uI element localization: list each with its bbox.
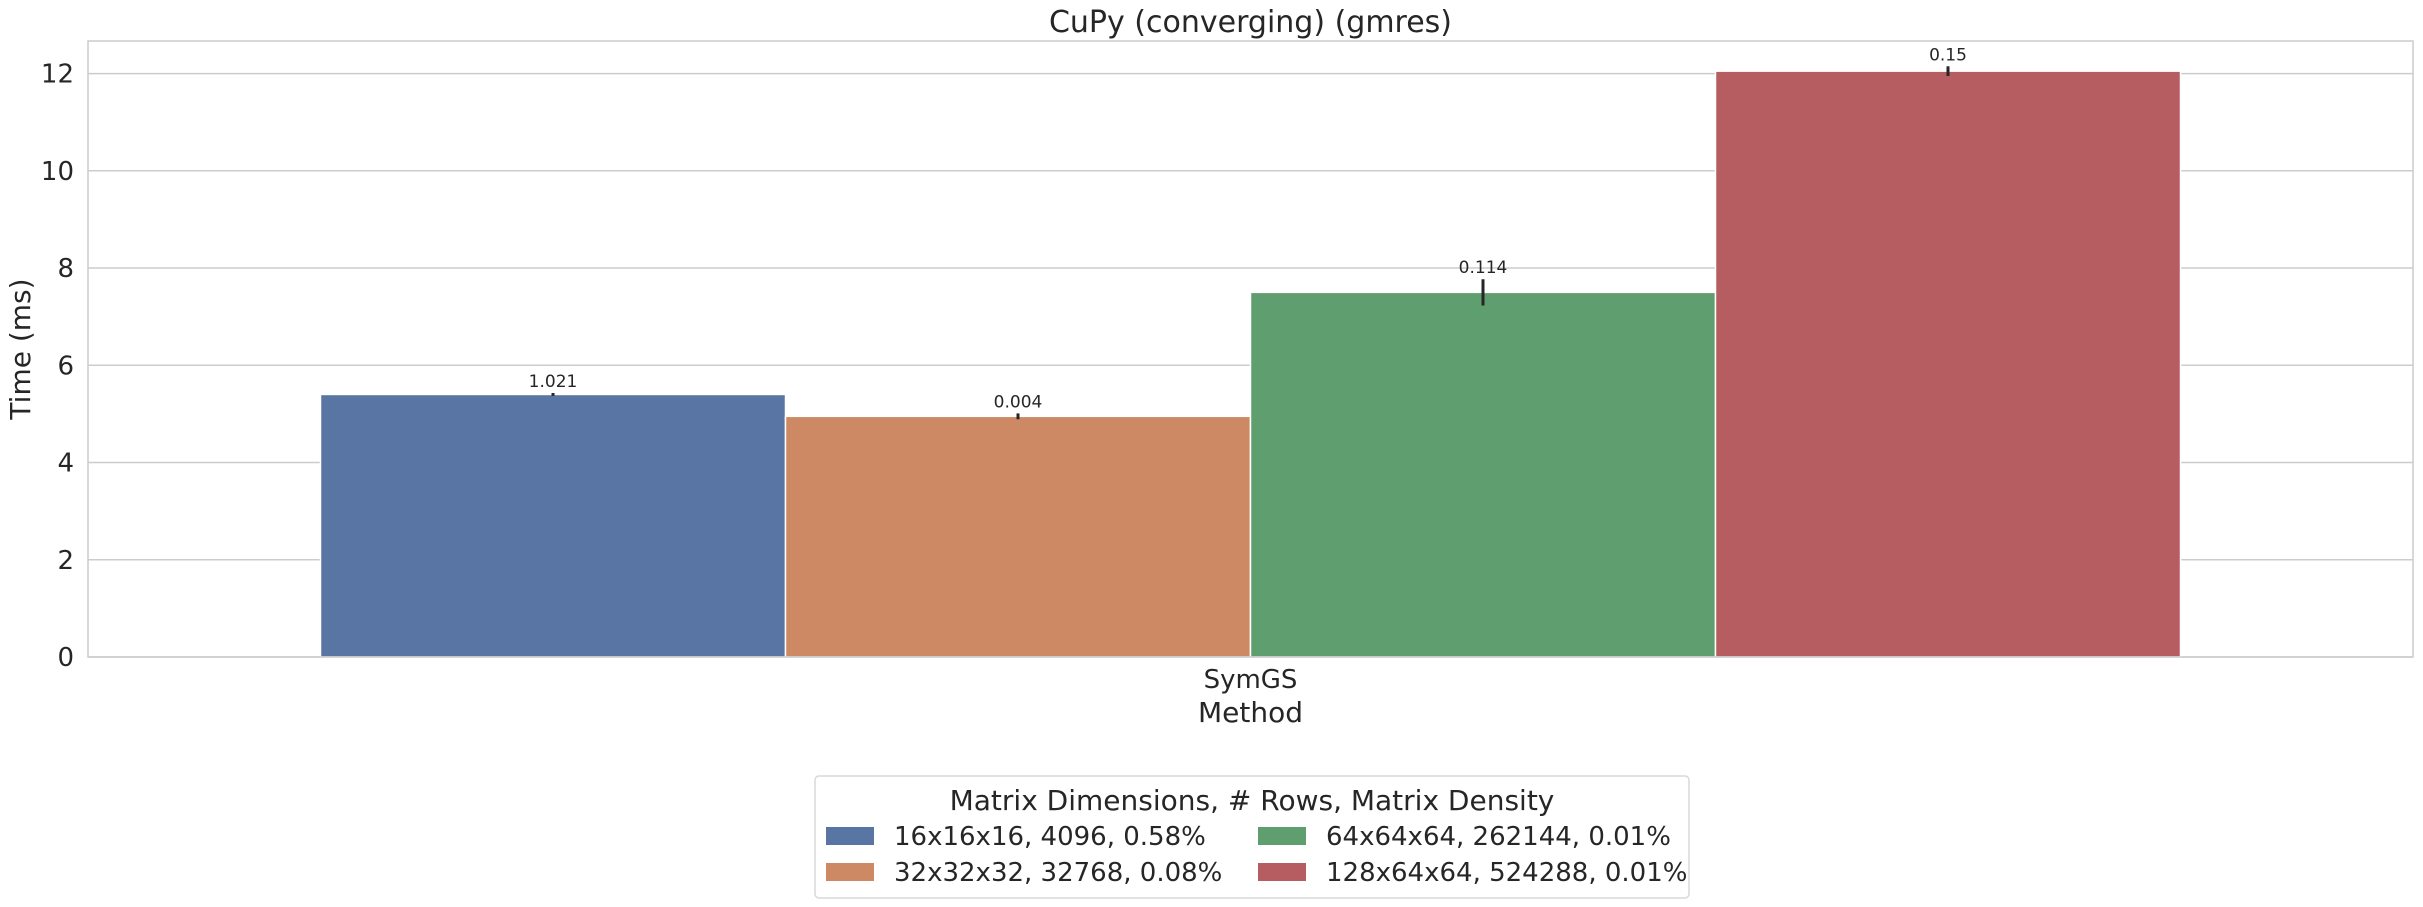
y-tick-label: 4 (57, 449, 74, 479)
y-tick-label: 12 (41, 60, 74, 90)
y-tick-label: 8 (57, 254, 74, 284)
legend-items: 16x16x16, 4096, 0.58% 32x32x32, 32768, 0.… (826, 822, 1687, 888)
data-label: 0.114 (1459, 258, 1508, 278)
y-tick-label: 6 (57, 351, 74, 381)
y-tick-label: 2 (57, 546, 74, 576)
x-tick-label: SymGS (1204, 665, 1298, 695)
legend-box (814, 775, 1690, 899)
bar (319, 393, 787, 658)
y-tick-label: 0 (57, 643, 74, 673)
legend-label: 128x64x64, 524288, 0.01% (1326, 858, 1687, 888)
legend-swatch (826, 863, 874, 881)
legend-swatch (826, 827, 874, 845)
legend-label: 64x64x64, 262144, 0.01% (1326, 822, 1671, 852)
plot-frame (87, 40, 2414, 658)
bars: 1.021 0.004 0.114 0.15 (319, 45, 2182, 658)
legend: Matrix Dimensions, # Rows, Matrix Densit… (814, 775, 1690, 899)
x-axis-label: Method (1198, 696, 1303, 729)
data-label: 1.021 (529, 372, 578, 392)
data-label: 0.004 (994, 392, 1043, 412)
y-axis-label: Time (ms) (4, 278, 37, 420)
data-label: 0.15 (1929, 45, 1967, 65)
chart-title: CuPy (converging) (gmres) (1049, 5, 1452, 40)
bar (1714, 70, 2182, 658)
x-tick-labels: SymGS (1204, 665, 1298, 695)
legend-swatch (1258, 863, 1306, 881)
bar (784, 415, 1252, 658)
y-tick-label: 10 (41, 157, 74, 187)
bar (1249, 291, 1717, 658)
legend-swatch (1258, 827, 1306, 845)
y-tick-labels: 0 2 4 6 8 10 12 (41, 60, 74, 673)
legend-label: 32x32x32, 32768, 0.08% (894, 858, 1222, 888)
legend-label: 16x16x16, 4096, 0.58% (894, 822, 1206, 852)
legend-title: Matrix Dimensions, # Rows, Matrix Densit… (950, 784, 1555, 817)
